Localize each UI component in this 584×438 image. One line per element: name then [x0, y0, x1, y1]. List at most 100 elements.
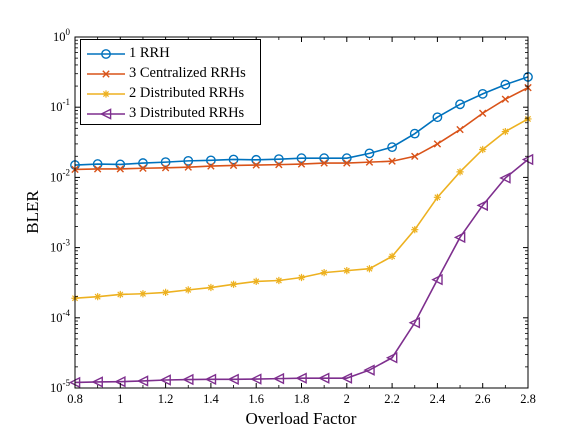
marker-x [229, 161, 238, 170]
marker-triangle-left [272, 372, 285, 385]
marker-asterisk [252, 277, 260, 285]
marker-triangle-left [159, 374, 171, 386]
legend-item-1-rrh: 1 RRH [81, 44, 262, 64]
x-tick-label: 2.8 [520, 392, 536, 406]
marker-triangle-left [204, 373, 217, 386]
marker-circle [273, 154, 284, 165]
marker-circle [387, 142, 397, 153]
x-tick-label: 1.8 [294, 392, 310, 406]
marker-triangle-left [317, 372, 330, 384]
marker-x [161, 164, 170, 172]
marker-x [320, 159, 328, 167]
x-tick-label: 2.2 [384, 392, 400, 406]
marker-circle [205, 155, 216, 166]
marker-x [102, 70, 110, 78]
legend-label: 3 Distributed RRHs [129, 105, 245, 121]
marker-x [252, 161, 260, 169]
legend-symbol-circle [87, 49, 125, 59]
marker-asterisk [184, 286, 192, 294]
marker-circle [160, 157, 171, 168]
marker-x [456, 125, 464, 134]
marker-triangle-left [295, 372, 307, 384]
marker-circle [364, 148, 375, 159]
x-tick-label: 1.6 [248, 392, 264, 406]
series-line [74, 118, 529, 300]
marker-x [411, 152, 419, 160]
marker-triangle-left [499, 172, 511, 184]
y-tick-label: 10-3 [50, 238, 70, 255]
marker-x [93, 165, 102, 173]
series-line [74, 76, 529, 166]
marker-circle [228, 154, 239, 165]
y-tick-label: 10-5 [50, 378, 70, 395]
marker-x [433, 140, 442, 148]
marker-asterisk [388, 252, 396, 260]
ticks-layer: 0.8 1 1.2 1.4 1.6 1.8 2 2.2 2.4 2.6 2.8 100 10-1 10-2… [50, 27, 536, 406]
marker-asterisk [94, 293, 102, 301]
series-2 [71, 83, 532, 174]
marker-x [297, 160, 306, 168]
marker-x [139, 164, 147, 172]
marker-circle [409, 128, 420, 139]
marker-asterisk [162, 288, 170, 297]
legend-label: 3 Centralized RRHs [129, 65, 246, 81]
series-3 [71, 115, 532, 302]
x-axis-label: Overload Factor [246, 409, 357, 428]
marker-x [343, 159, 351, 167]
x-tick-label: 2.4 [430, 392, 446, 406]
x-tick-label: 0.8 [67, 392, 83, 406]
marker-triangle-left [385, 351, 398, 364]
marker-circle [251, 154, 262, 165]
marker-asterisk [297, 273, 306, 282]
x-tick-label: 2.6 [475, 392, 491, 406]
marker-asterisk [229, 280, 238, 288]
marker-asterisk [456, 168, 464, 176]
marker-x [365, 158, 374, 166]
marker-asterisk [501, 127, 509, 136]
y-tick-label: 10-1 [50, 97, 70, 114]
marker-triangle-left [431, 273, 443, 286]
series-4 [68, 153, 534, 389]
marker-circle [432, 112, 443, 123]
marker-triangle-left [99, 108, 112, 120]
marker-x [184, 163, 192, 171]
marker-x [479, 109, 487, 117]
marker-asterisk [479, 145, 487, 154]
marker-x [501, 95, 510, 103]
marker-circle [477, 88, 488, 99]
marker-x [207, 162, 215, 170]
legend-item-3-distributed-rrhs: 3 Distributed RRHs [81, 104, 262, 124]
series-line [74, 158, 529, 384]
series-1 [70, 72, 533, 170]
legend-symbol-asterisk [87, 90, 125, 98]
marker-triangle-left [340, 372, 353, 384]
marker-asterisk [102, 90, 110, 98]
marker-asterisk [275, 276, 283, 285]
x-tick-label: 1.4 [203, 392, 219, 406]
legend-symbol-x [87, 70, 125, 78]
y-axis-label: BLER [23, 190, 42, 234]
marker-circle [101, 49, 111, 59]
legend-item-3-centralized-rrhs: 3 Centralized RRHs [81, 64, 262, 84]
y-tick-label: 100 [53, 27, 71, 44]
marker-triangle-left [182, 373, 194, 386]
marker-triangle-left [136, 375, 149, 387]
marker-x [116, 165, 124, 173]
marker-asterisk [343, 267, 351, 275]
marker-x [275, 160, 283, 169]
series-layer [68, 72, 534, 389]
marker-asterisk [365, 265, 374, 273]
marker-triangle-left [91, 376, 103, 388]
marker-asterisk [207, 283, 215, 292]
x-tick-label: 2 [344, 392, 350, 406]
marker-asterisk [116, 290, 124, 299]
marker-asterisk [411, 226, 419, 234]
legend-symbol-triangle-left [87, 108, 125, 120]
marker-asterisk [139, 290, 147, 298]
marker-triangle-left [408, 317, 421, 329]
marker-triangle-left [227, 373, 239, 386]
marker-asterisk [320, 269, 328, 277]
marker-circle [296, 153, 307, 164]
marker-triangle-left [363, 364, 375, 376]
